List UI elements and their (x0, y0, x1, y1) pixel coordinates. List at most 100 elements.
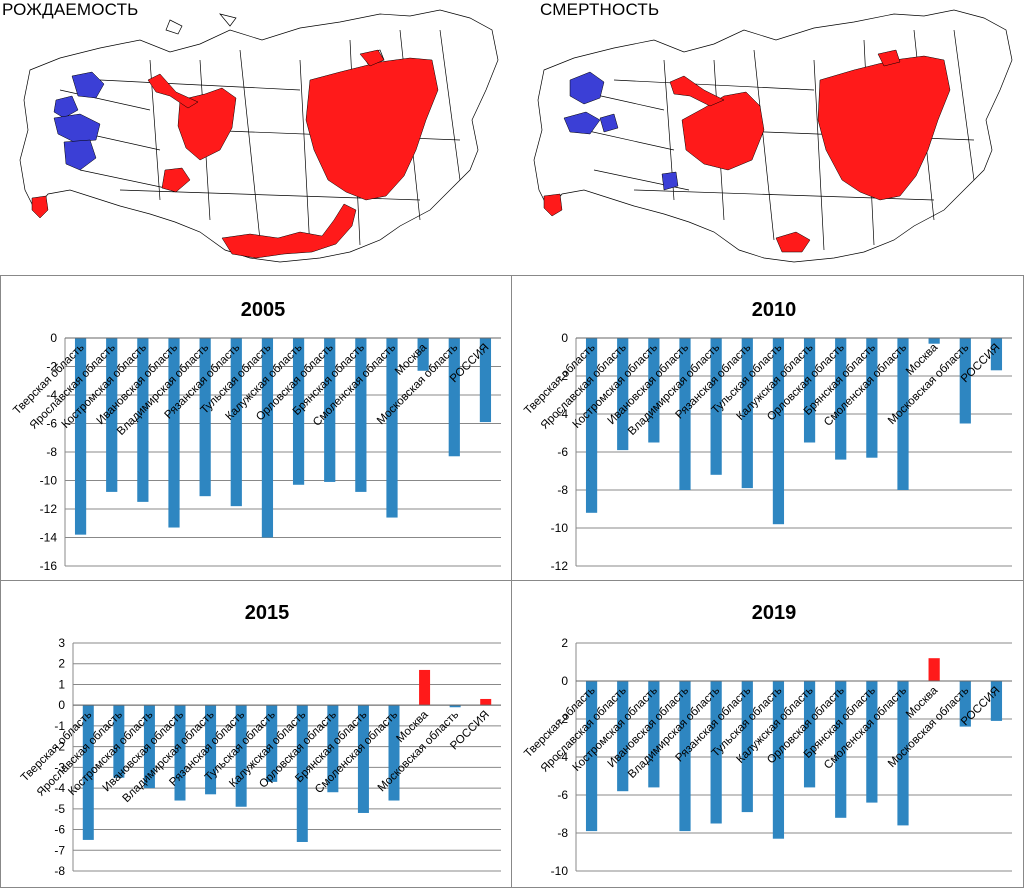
bar (897, 338, 909, 490)
y-tick-label: -8 (557, 483, 568, 497)
bar (585, 338, 598, 513)
bar (679, 338, 691, 490)
y-tick-label: 0 (50, 331, 57, 345)
y-tick-label: -2 (54, 740, 65, 754)
bar (803, 338, 816, 443)
chart-title: 2005 (241, 299, 286, 321)
y-tick-label: 2 (561, 636, 568, 650)
y-tick-label: -1 (54, 719, 65, 733)
bar (479, 338, 492, 423)
y-tick-label: -5 (54, 802, 65, 816)
bar (990, 338, 1003, 371)
bar (959, 338, 971, 424)
death-rate-high-regions (543, 49, 951, 253)
y-tick-label: -4 (557, 407, 568, 421)
bar (357, 705, 369, 813)
bar (480, 698, 492, 706)
bar (866, 338, 878, 458)
y-tick-label: 3 (58, 636, 65, 650)
bar (230, 338, 242, 507)
bar (205, 705, 217, 795)
chart-panel-2010: 2010 -12 -10 -8 -6 -4 -2 0 Тверская область Яросл… (511, 275, 1024, 581)
birth-rate-map-title: РОЖДАЕМОСТЬ (2, 0, 139, 19)
bar (82, 705, 94, 840)
birth-rate-map-panel: РОЖДАЕМОСТЬ (0, 0, 510, 272)
bar (835, 681, 847, 818)
y-tick-label: -8 (557, 826, 568, 840)
y-tick-label: -12 (551, 559, 569, 573)
bar (296, 705, 308, 842)
bar (710, 338, 722, 475)
bar (448, 338, 460, 457)
y-tick-label: -7 (54, 843, 65, 857)
y-tick-label: -10 (551, 864, 569, 878)
bar (679, 681, 691, 832)
bar (772, 681, 785, 839)
bar (648, 338, 660, 443)
bar (928, 338, 940, 344)
chart-panel-2019: 2019 -10 -8 -6 -4 -2 0 2 Тверская область Ярослав… (511, 580, 1024, 888)
y-tick-label: -2 (557, 712, 568, 726)
death-rate-low-regions (563, 71, 679, 191)
bar (388, 705, 400, 801)
y-tick-label: 2 (58, 657, 65, 671)
bar (106, 338, 118, 492)
chart-panel-2005: 2005 -16 -14 -12 -10 -8 -6 -4 -2 0 Тверская област… (0, 275, 512, 581)
bar (772, 338, 785, 525)
y-tick-label: -10 (40, 474, 58, 488)
y-tick-label: 1 (58, 677, 65, 691)
bar (327, 705, 339, 793)
bar (990, 681, 1003, 721)
y-tick-label: -2 (557, 369, 568, 383)
bar (928, 658, 940, 681)
bar (585, 681, 598, 832)
bar (710, 681, 722, 824)
death-rate-map-title: СМЕРТНОСТЬ (540, 0, 660, 19)
bar (803, 681, 816, 788)
russia-outline (533, 9, 1013, 263)
bar (74, 338, 87, 535)
y-tick-label: -6 (557, 445, 568, 459)
bar (648, 681, 660, 788)
chart-panel-2015: 2015 -8 -7 -6 -5 -4 -3 -2 -1 0 1 2 3 Тверская область… (0, 580, 512, 888)
bar (741, 338, 753, 489)
y-tick-label: -4 (54, 781, 65, 795)
y-tick-label: 0 (561, 674, 568, 688)
y-tick-label: 0 (58, 698, 65, 712)
y-tick-label: -4 (46, 388, 57, 402)
y-tick-label: -8 (54, 864, 65, 878)
bar (266, 705, 278, 782)
bar (355, 338, 367, 492)
birth-rate-russia-map (19, 9, 499, 263)
bar (417, 338, 429, 371)
bar (143, 705, 155, 789)
bar (292, 338, 305, 485)
y-tick-label: -16 (40, 559, 58, 573)
y-tick-label: -12 (40, 502, 58, 516)
y-tick-label: -4 (557, 750, 568, 764)
bar (168, 338, 180, 528)
y-tick-label: -6 (557, 788, 568, 802)
bar (835, 338, 847, 460)
bar (386, 338, 398, 518)
bar (449, 705, 461, 708)
death-rate-map-panel: СМЕРТНОСТЬ (514, 0, 1024, 272)
chart-title: 2019 (752, 602, 797, 624)
bar (174, 705, 186, 801)
bar (261, 338, 274, 538)
birth-rate-low-regions (53, 71, 105, 171)
bar (617, 338, 629, 451)
bar (137, 338, 149, 502)
y-tick-label: -6 (54, 823, 65, 837)
bar (617, 681, 629, 792)
y-tick-label: -3 (54, 760, 65, 774)
y-tick-label: 0 (561, 331, 568, 345)
bar (113, 705, 125, 778)
y-tick-label: -2 (46, 360, 57, 374)
bar (419, 669, 431, 706)
y-tick-label: -10 (551, 521, 569, 535)
y-tick-label: -6 (46, 417, 57, 431)
